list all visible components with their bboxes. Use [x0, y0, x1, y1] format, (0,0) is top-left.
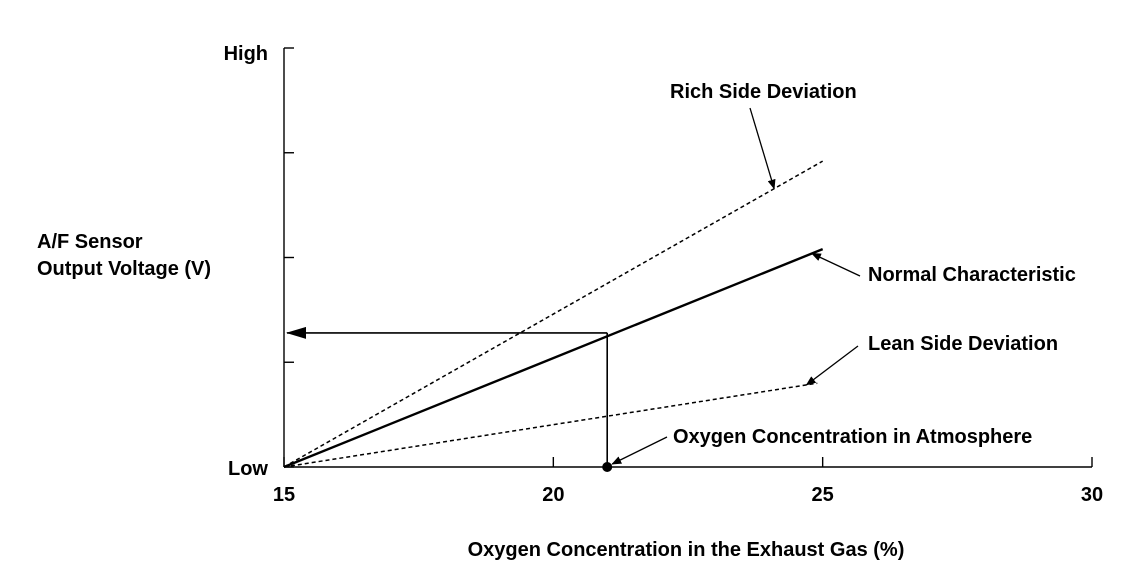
y-tick-label-low: Low — [228, 458, 268, 480]
annotation-normal-characteristic: Normal Characteristic — [868, 264, 1076, 286]
reference-point — [602, 462, 613, 472]
x-tick-label-20: 20 — [542, 484, 564, 506]
leader-rich-side-deviation — [749, 107, 776, 190]
x-axis-title: Oxygen Concentration in the Exhaust Gas … — [468, 539, 905, 561]
leader-oxygen-in-atmosphere — [611, 436, 668, 465]
series-layer — [283, 160, 824, 469]
reference-layer — [286, 326, 613, 472]
y-axis-title-line-2: Output Voltage (V) — [37, 258, 211, 280]
y-axis-title-line-1: A/F Sensor — [37, 231, 143, 253]
annotation-lean-side-deviation: Lean Side Deviation — [868, 333, 1058, 355]
series-line-lean-side-deviation — [283, 382, 818, 468]
x-ticks: 15 20 25 30 — [273, 457, 1103, 506]
x-tick-label-25: 25 — [812, 484, 834, 506]
y-tick-label-high: High — [224, 43, 268, 65]
annotation-layer: Rich Side Deviation Normal Characteristi… — [611, 81, 1076, 465]
annotation-rich-side-deviation: Rich Side Deviation — [670, 81, 857, 103]
x-tick-label-15: 15 — [273, 484, 295, 506]
x-tick-label-30: 30 — [1081, 484, 1103, 506]
leader-lean-side-deviation — [805, 345, 859, 386]
series-line-normal-characteristic — [283, 248, 824, 469]
annotation-oxygen-in-atmosphere: Oxygen Concentration in Atmosphere — [673, 426, 1032, 448]
y-ticks: Low High — [224, 43, 294, 480]
series-line-rich-side-deviation — [283, 160, 824, 468]
leader-normal-characteristic — [810, 252, 861, 277]
